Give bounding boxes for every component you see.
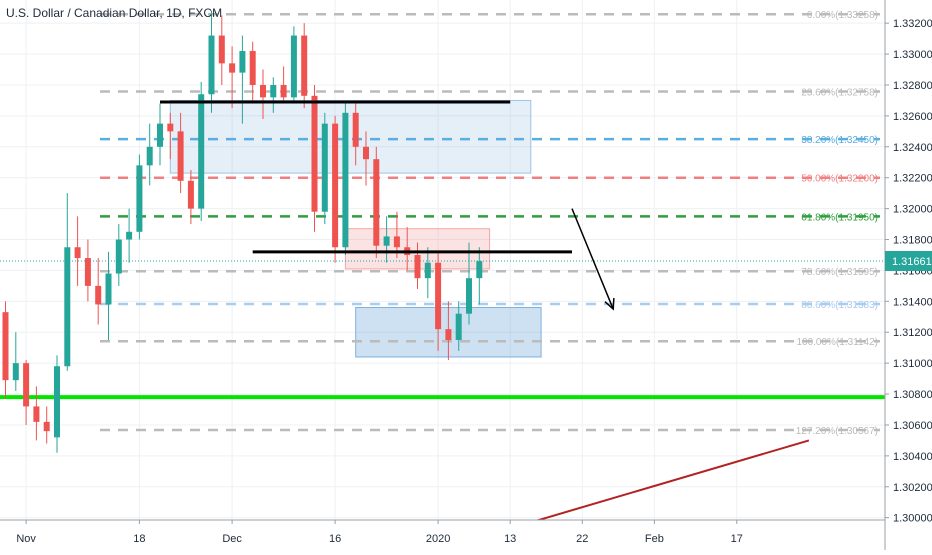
grid [0,0,885,520]
fib-level-label: 78.60%(1.31595) [801,267,878,278]
candle-body [64,247,71,367]
candle-body [260,84,266,98]
time-axis-bg [0,520,885,550]
candle-body [43,421,50,432]
price-tick-label: 1.30800 [893,389,932,401]
candle-body [23,363,30,407]
candle-body [84,258,91,286]
candle-body [435,262,442,330]
price-tick-label: 1.30400 [893,451,932,463]
time-tick-label: 17 [731,533,743,545]
price-tick-label: 1.33000 [893,49,932,61]
candle-body [115,239,122,274]
candle-body [198,94,205,209]
fib-level-label: 88.60%(1.31383) [801,300,878,311]
candle-body [208,35,215,95]
candle-body [2,312,9,381]
candle-body [393,236,400,248]
candle-body [342,112,349,248]
candle-body [290,35,297,98]
horizontal-lines-layer [0,260,885,400]
price-tick-label: 1.31000 [893,358,932,370]
candle-body [270,84,277,98]
price-tick-label: 1.32000 [893,204,932,216]
overlay-drawings [160,100,810,527]
supply-zone-upper [169,99,532,174]
time-tick-label: 16 [329,533,341,545]
time-tick-label: Feb [645,533,664,545]
candle-body [414,254,421,279]
fib-level-label: 127.20%(1.30567) [796,426,878,437]
candle-body [12,363,19,381]
fib-level-label: 61.80%(1.31950) [801,212,878,223]
candle-body [363,146,369,160]
candle-body [383,236,390,246]
candle-body [352,112,359,147]
time-tick-label: 2020 [426,533,450,545]
fib-level-label: 0.00%(1.33258) [807,10,878,21]
candle-body [33,406,40,422]
candle-body [95,285,102,305]
fib-level-label: 100.00%(1.31142) [796,337,878,348]
price-tick-label: 1.30000 [893,513,932,525]
price-tick-label: 1.30600 [893,420,932,432]
candle-body [301,35,308,96]
price-tick-label: 1.32400 [893,142,932,154]
candle-body [105,273,112,305]
time-tick-label: 13 [504,533,516,545]
time-tick-label: Dec [222,533,242,545]
candle-body [126,231,133,240]
candle-body [280,84,287,98]
candle-body [157,123,163,147]
fib-level-label: 23.60%(1.32758) [801,87,878,98]
price-tick-label: 1.31400 [893,296,932,308]
candle-body [455,313,462,340]
forecast-arrow-head [604,298,615,311]
candle-body [136,165,143,232]
candle-body [187,180,194,209]
price-tick-label: 1.30200 [893,482,932,494]
candle-body [177,131,184,181]
fib-level-label: 50.00%(1.32200) [801,174,878,185]
symbol-title: U.S. Dollar / Canadian Dollar, 1D, FXCM [6,6,223,20]
price-tick-label: 1.31800 [893,235,932,247]
price-tick-label: 1.32200 [893,173,932,185]
candle-body [466,278,472,314]
time-tick-label: 22 [576,533,588,545]
fibonacci-retracement[interactable]: 0.00%(1.33258) 23.60%(1.32758) 38.20%(1.32… [100,10,880,437]
fib-level-label: 38.20%(1.32450) [801,135,878,146]
candle-body [54,366,60,438]
candle-body [424,262,431,279]
candle-body [373,159,380,246]
forecast-arrow-shaft [571,208,614,310]
candle-body [332,123,339,248]
candle-body [445,329,452,340]
candle-body [321,123,328,212]
price-tick-label: 1.32800 [893,80,932,92]
candle-body [146,146,153,166]
price-tick-label: 1.32600 [893,111,932,123]
candle-body [74,247,81,259]
time-tick-label: Nov [16,533,36,545]
last-price-tag-label: 1.31661 [892,256,932,268]
candle-body [239,50,246,73]
candle-body [167,123,174,132]
candle-body [311,95,318,212]
price-tick-label: 1.33200 [893,18,932,30]
candle-body [218,35,225,64]
last-price-tag [885,251,932,272]
time-tick-label: 18 [133,533,145,545]
candle-body [476,261,483,279]
candles-layer [2,10,483,453]
candle-body [229,63,236,73]
price-axis-bg [885,0,932,550]
trend-line [520,439,810,527]
candle-body [249,50,256,85]
price-tick-label: 1.31200 [893,327,932,339]
